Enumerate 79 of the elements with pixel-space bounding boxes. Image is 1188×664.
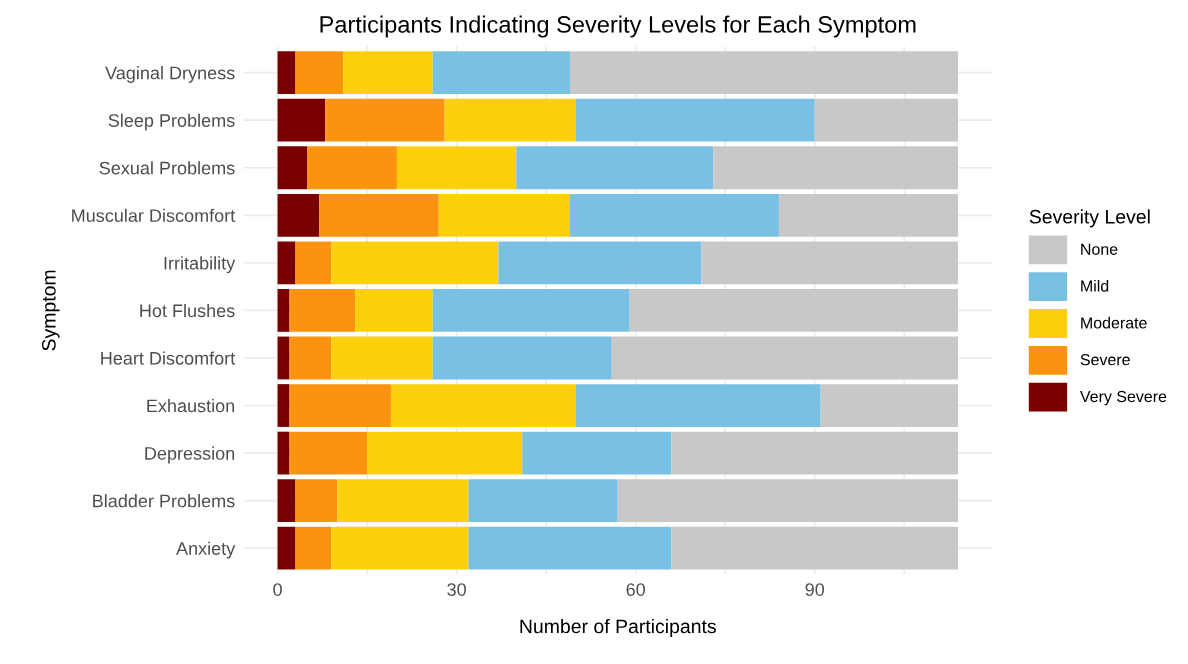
bar (289, 289, 356, 332)
bar (295, 526, 332, 570)
bar (814, 98, 958, 142)
bar (575, 384, 821, 427)
bar (289, 431, 368, 475)
bar (325, 98, 445, 142)
legend-label: Moderate (1081, 316, 1147, 329)
bar (713, 146, 958, 190)
bar (331, 241, 499, 285)
bar (277, 98, 326, 142)
bar (331, 526, 469, 570)
y-tick-label: Hot Flushes (140, 303, 235, 318)
bar (570, 193, 779, 237)
bar (575, 98, 815, 142)
x-tick-label: 60 (626, 583, 645, 596)
chart-title: Participants Indicating Severity Levels for Each Symptom (320, 15, 916, 38)
bar (671, 431, 958, 475)
bar (331, 336, 433, 380)
bar (820, 384, 958, 427)
bar (432, 336, 612, 380)
bar (295, 479, 338, 523)
x-tick-label: 30 (447, 583, 466, 596)
bar (438, 193, 571, 237)
bar (289, 336, 332, 380)
bar (778, 193, 958, 237)
bar (468, 526, 672, 570)
bar (295, 241, 332, 285)
bar (277, 431, 290, 475)
bar (319, 193, 439, 237)
bar (468, 479, 618, 523)
y-axis-title: Symptom (41, 270, 60, 351)
bar (289, 384, 391, 427)
legend-label: None (1081, 243, 1118, 255)
bar (701, 241, 958, 285)
bar (611, 336, 958, 380)
bar (444, 98, 576, 142)
bar (277, 241, 296, 285)
bar (390, 384, 576, 427)
bar (367, 431, 523, 475)
bar (277, 289, 290, 332)
x-tick-label: 90 (805, 583, 825, 596)
bar (307, 146, 397, 190)
bar (343, 51, 433, 95)
bar (570, 51, 958, 95)
bar (277, 336, 290, 380)
bar (396, 146, 517, 190)
legend-label: Mild (1081, 280, 1109, 292)
bar (432, 51, 571, 95)
bar (522, 431, 672, 475)
y-tick-label: Bladder Problems (93, 494, 235, 508)
x-tick-label: 0 (273, 583, 282, 596)
x-axis-title: Number of Participants (520, 618, 716, 638)
y-tick-label: Irritability (164, 256, 236, 274)
bar (617, 479, 958, 523)
y-tick-label: Anxiety (176, 541, 236, 559)
y-tick-label: Vaginal Dryness (105, 66, 235, 83)
bar (498, 241, 702, 285)
y-tick-label: Muscular Discomfort (72, 208, 236, 223)
legend-label: Very Severe (1079, 390, 1167, 406)
y-tick-label: Sexual Problems (99, 161, 235, 175)
bar (277, 479, 296, 523)
legend-label: Severe (1080, 354, 1130, 366)
bar (277, 146, 308, 190)
bar (432, 289, 630, 332)
y-tick-label: Depression (145, 446, 235, 464)
y-tick-label: Exhaustion (147, 398, 235, 413)
y-tick-label: Heart Discomfort (101, 351, 236, 365)
bar (337, 479, 469, 523)
bar (671, 526, 958, 570)
bar (355, 289, 433, 332)
bar (277, 526, 296, 570)
bar (277, 51, 296, 95)
bar (516, 146, 714, 190)
legend-title: Severity Level (1029, 209, 1150, 228)
y-tick-label: Sleep Problems (108, 113, 235, 131)
bar (277, 384, 290, 427)
bar (629, 289, 958, 332)
bar (295, 51, 344, 95)
bar (277, 193, 320, 237)
